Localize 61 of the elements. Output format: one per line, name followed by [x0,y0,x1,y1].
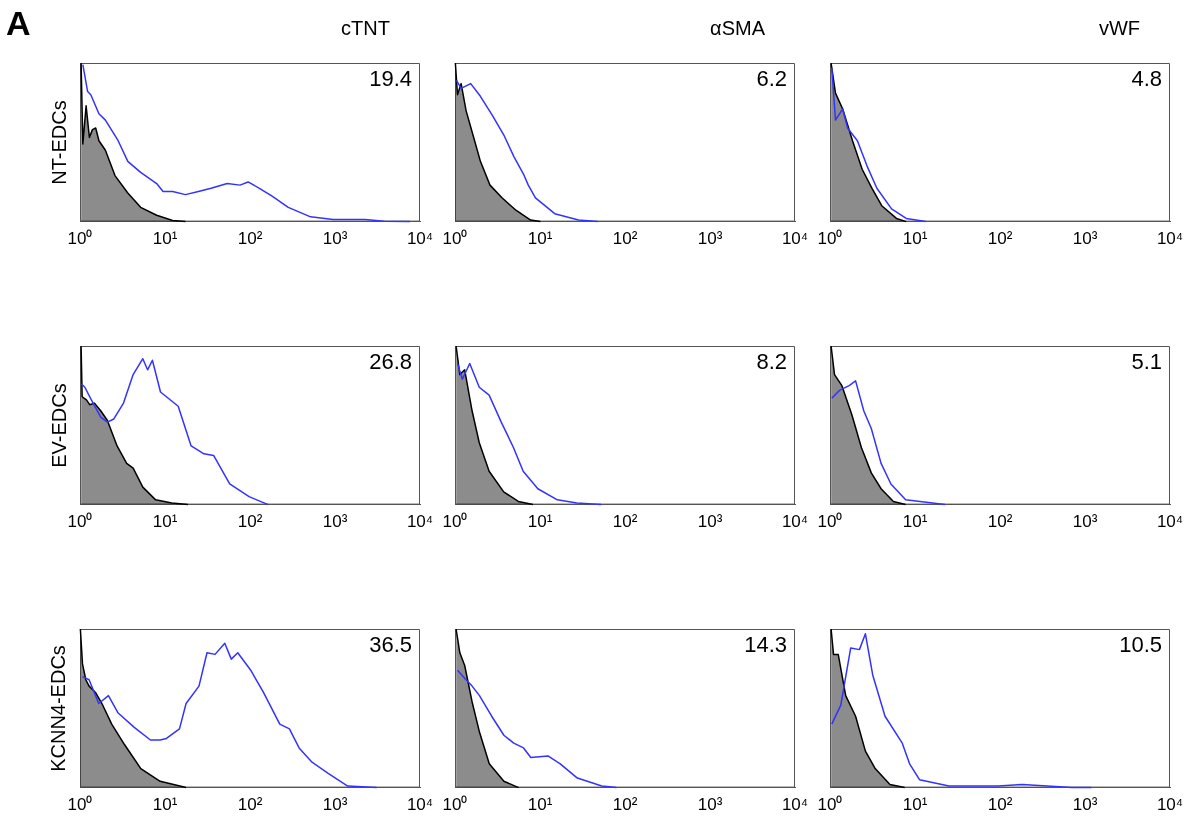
x-tick-label: 10⁴ [1156,512,1184,532]
x-tick-label: 10¹ [527,512,553,532]
x-tick-label: 10¹ [527,795,553,815]
x-tick-label: 10² [612,795,638,815]
annotation: 8.2 [756,349,787,375]
x-tick-label: 10³ [697,795,723,815]
x-tick-label: 10⁴ [1156,229,1184,249]
x-tick-label: 10³ [322,795,348,815]
x-tick-label: 10⁰ [442,512,468,532]
x-tick-label: 10³ [322,229,348,249]
x-tick-label: 10² [237,229,263,249]
annotation: 19.4 [369,66,412,92]
x-tick-label: 10⁰ [817,795,843,815]
x-tick-label: 10² [612,229,638,249]
x-tick-label: 10¹ [152,229,178,249]
y-axis-title: EV-EDCs [47,382,71,468]
chart-title: vWF [1098,17,1140,40]
x-tick-label: 10⁴ [1156,795,1184,815]
y-axis-title: KCNN4-EDCs [46,644,70,772]
x-tick-label: 10¹ [527,229,553,249]
x-tick-label: 10¹ [902,229,928,249]
x-tick-label: 10⁰ [67,795,93,815]
x-tick-label: 10⁴ [406,795,434,815]
x-tick-label: 10³ [1072,229,1098,249]
x-tick-label: 10² [612,512,638,532]
chart-title: cTNT [341,17,390,40]
x-tick-label: 10⁰ [67,229,93,249]
x-tick-label: 10⁰ [442,229,468,249]
text: A [6,4,31,43]
x-tick-label: 10³ [697,229,723,249]
x-tick-label: 10¹ [152,512,178,532]
annotation: 4.8 [1131,66,1162,92]
x-tick-label: 10⁰ [442,795,468,815]
annotation: 14.3 [744,632,787,658]
x-tick-label: 10³ [322,512,348,532]
x-tick-label: 10² [987,229,1013,249]
x-tick-label: 10¹ [902,795,928,815]
annotation: 6.2 [756,66,787,92]
annotation: 36.5 [369,632,412,658]
x-tick-label: 10⁴ [781,229,809,249]
annotation: 26.8 [369,349,412,375]
x-tick-label: 10⁴ [781,795,809,815]
x-tick-label: 10² [237,512,263,532]
chart-title: αSMA [710,17,765,40]
x-tick-label: 10⁴ [406,512,434,532]
x-tick-label: 10⁴ [781,512,809,532]
annotation: 10.5 [1119,632,1162,658]
x-tick-label: 10⁰ [817,512,843,532]
x-tick-label: 10⁰ [817,229,843,249]
x-tick-label: 10⁰ [67,512,93,532]
x-tick-label: 10⁴ [406,229,434,249]
x-tick-label: 10¹ [902,512,928,532]
annotation: 5.1 [1131,349,1162,375]
y-axis-title: NT-EDCs [47,99,71,185]
x-tick-label: 10³ [1072,512,1098,532]
x-tick-label: 10³ [1072,795,1098,815]
x-tick-label: 10² [987,795,1013,815]
x-tick-label: 10¹ [152,795,178,815]
x-tick-label: 10² [237,795,263,815]
x-tick-label: 10² [987,512,1013,532]
x-tick-label: 10³ [697,512,723,532]
